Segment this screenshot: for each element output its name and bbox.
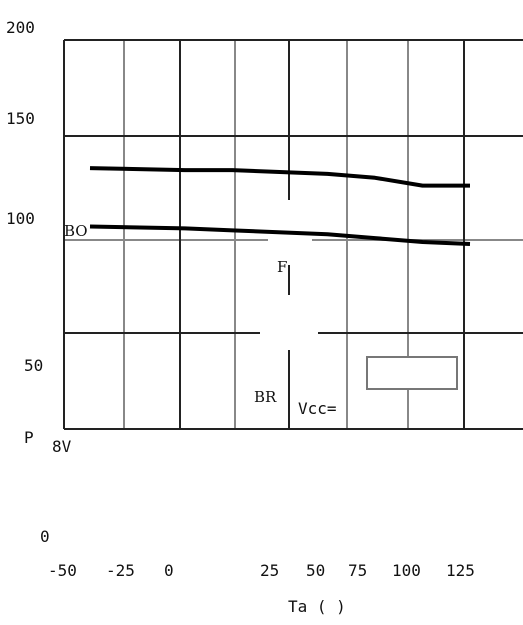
grid-major (63, 39, 523, 430)
y-tick-label: 200 (6, 18, 35, 37)
x-tick-label: -25 (106, 561, 135, 580)
annotation-vcc: Vcc= (298, 399, 337, 418)
x-axis-label: Ta ( ) (288, 597, 346, 616)
x-tick-label: 125 (446, 561, 475, 580)
annotation-8v: 8V (52, 437, 72, 456)
x-tick-label: 50 (306, 561, 325, 580)
x-tick-label: 25 (260, 561, 279, 580)
annotation-bo: BO (64, 222, 88, 240)
x-tick-label: 75 (348, 561, 367, 580)
legend-box (366, 356, 458, 390)
annotation-br: BR (254, 388, 277, 406)
series-line-br (89, 224, 471, 246)
annotation-f: F (277, 258, 287, 276)
y-tick-label: 150 (6, 109, 35, 128)
y-tick-label: 100 (6, 209, 35, 228)
y-tick-label: 50 (24, 356, 43, 375)
y-axis-label: P (24, 428, 34, 447)
x-tick-label: 0 (164, 561, 174, 580)
y-tick-label: 0 (40, 527, 50, 546)
x-tick-label: 100 (392, 561, 421, 580)
x-tick-label: -50 (48, 561, 77, 580)
series-line-bo (89, 166, 470, 188)
